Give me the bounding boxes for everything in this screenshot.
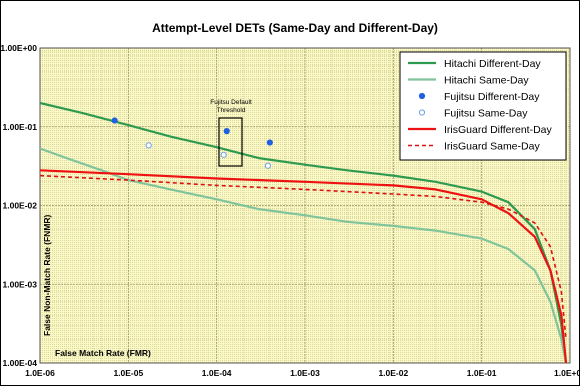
y-tick-label: 1.00E-02	[3, 201, 38, 211]
y-tick-label: 1.00E-04	[3, 358, 38, 368]
legend-label-irisguard-same-day: IrisGuard Same-Day	[444, 141, 540, 153]
x-tick-labels: 1.0E-06 1.0E-05 1.0E-04 1.0E-03 1.0E-02 1.0E-…	[25, 368, 580, 378]
legend-label-irisguard-different-day: IrisGuard Different-Day	[444, 124, 553, 136]
point-fujitsu-different-day	[111, 117, 118, 124]
legend-swatch-fujitsu-different-day	[418, 92, 426, 100]
series-layer	[39, 101, 568, 364]
legend-swatch-fujitsu-same-day	[418, 109, 426, 116]
y-tick-label: 1.00E-03	[3, 279, 38, 289]
legend-label-hitachi-different-day: Hitachi Different-Day	[444, 58, 541, 70]
x-tick-label: 1.0E-04	[202, 368, 232, 378]
x-tick-label: 1.0E-06	[25, 368, 55, 378]
threshold-annotation: Threshold	[217, 107, 246, 114]
chart-title: Attempt-Level DETs (Same-Day and Differe…	[152, 21, 438, 35]
series-line-hitachi-same-day	[39, 147, 568, 364]
x-tick-label: 1.0E-03	[290, 368, 320, 378]
x-axis-label: False Match Rate (FMR)	[55, 348, 151, 358]
threshold-box	[218, 117, 243, 167]
y-axis-label: False Non-Match Rate (FNMR)	[42, 214, 52, 336]
legend: Hitachi Different-Day Hitachi Same-Day Fuj…	[399, 51, 567, 161]
legend-label-fujitsu-different-day: Fujitsu Different-Day	[444, 91, 540, 103]
legend-label-fujitsu-same-day: Fujitsu Same-Day	[444, 108, 528, 120]
x-tick-label: 1.0E+00	[554, 368, 580, 378]
series-line-irisguard-same-day	[39, 174, 567, 340]
plot-frame	[39, 47, 571, 364]
legend-label-hitachi-same-day: Hitachi Same-Day	[444, 75, 529, 87]
threshold-annotation: Fujitsu Default	[210, 99, 252, 106]
series-line-irisguard-different-day	[39, 169, 568, 364]
series-line-hitachi-different-day	[39, 101, 568, 364]
point-fujitsu-same-day	[264, 162, 271, 169]
point-fujitsu-same-day	[220, 151, 227, 158]
point-fujitsu-same-day	[145, 142, 152, 149]
y-tick-labels: 1.00E-04 1.00E-03 1.00E-02 1.00E-01 1.00E+00	[0, 43, 37, 368]
y-tick-label: 1.00E+00	[0, 43, 37, 53]
point-fujitsu-different-day	[266, 139, 273, 146]
x-tick-label: 1.0E-01	[467, 368, 497, 378]
legend-box	[399, 51, 567, 161]
y-tick-label: 1.00E-01	[3, 122, 38, 132]
x-tick-label: 1.0E-02	[378, 368, 408, 378]
point-fujitsu-different-day	[223, 128, 230, 135]
x-tick-label: 1.0E-05	[113, 368, 143, 378]
